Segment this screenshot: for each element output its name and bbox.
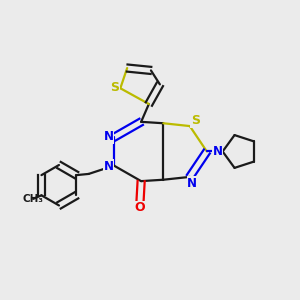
Text: O: O xyxy=(134,201,145,214)
Text: CH₃: CH₃ xyxy=(23,194,44,204)
Text: N: N xyxy=(187,177,197,190)
Text: N: N xyxy=(103,130,114,143)
Text: S: S xyxy=(110,81,119,94)
Text: N: N xyxy=(213,145,223,158)
Text: N: N xyxy=(103,160,114,173)
Text: S: S xyxy=(190,114,200,127)
